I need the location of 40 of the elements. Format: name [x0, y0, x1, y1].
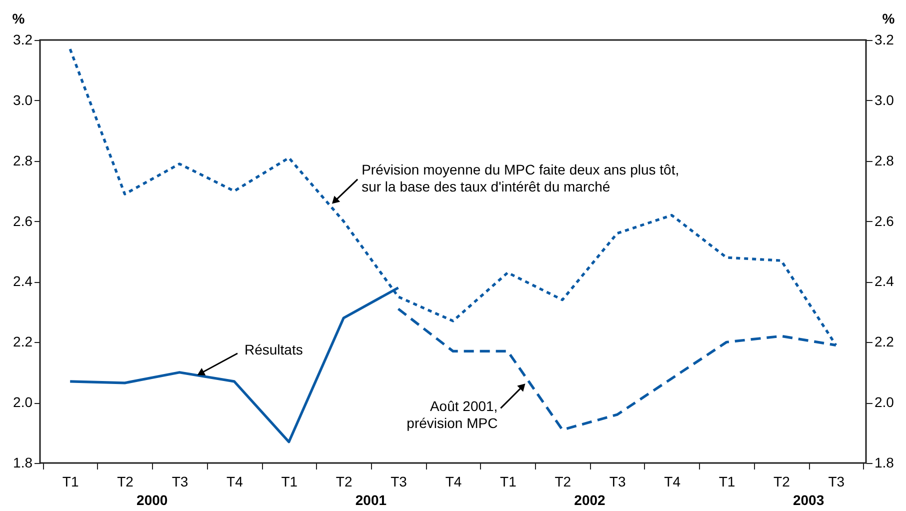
y-tick-label: 2.0	[13, 394, 33, 410]
y-tick-label: 1.8	[13, 454, 33, 470]
x-tick-label: T2	[774, 474, 790, 490]
y2-tick-label: 3.0	[874, 92, 894, 108]
text: 2003	[792, 492, 824, 508]
y-tick-label: 2.2	[13, 334, 33, 350]
x-tick-label: T4	[445, 474, 462, 490]
x-tick-label: T2	[554, 474, 572, 490]
y2-tick-label: 1.8	[874, 454, 894, 470]
x-tick-label: T4	[226, 474, 244, 490]
text: 2000	[136, 492, 168, 508]
y2-tick-label: 2.4	[874, 273, 894, 290]
y-tick-label: 2.8	[13, 152, 33, 168]
y2-tick-label: 3.2	[874, 32, 894, 48]
x-tick-label: T1	[718, 474, 736, 490]
x-tick-label: T3	[390, 474, 408, 490]
x-tick-label: T1	[281, 474, 298, 490]
y-tick-label: 2.4	[13, 273, 33, 290]
text: 2001	[355, 492, 387, 508]
series-label: Prévision moyenne du MPC faite deux ans plus tôt, sur la base des taux d'intérêt du marché	[362, 161, 680, 194]
y-tick-label: 2.6	[13, 212, 33, 229]
x-tick-label: T1	[62, 474, 79, 490]
y-axis-title: %	[12, 10, 26, 26]
x-tick-label: T2	[336, 474, 352, 490]
y-tick-label: 3.0	[13, 92, 33, 108]
y2-tick-label: 2.8	[874, 152, 894, 168]
series-label: Résultats	[244, 341, 303, 358]
x-tick-label: T1	[500, 474, 517, 490]
x-tick-label: T4	[664, 474, 681, 490]
y2-tick-label: 2.0	[874, 394, 894, 410]
text: Août 2001, prévision MPC	[406, 398, 498, 432]
y2-tick-label: 2.6	[874, 212, 894, 229]
text: 2002	[574, 492, 606, 508]
x-tick-label: T2	[117, 474, 134, 490]
x-tick-label: T3	[609, 474, 626, 490]
x-tick-label: T3	[172, 474, 188, 490]
y-tick-label: 3.2	[13, 32, 33, 48]
x-tick-label: T3	[828, 474, 845, 490]
y2-tick-label: 2.2	[874, 334, 894, 350]
y2-axis-title: %	[882, 10, 896, 26]
